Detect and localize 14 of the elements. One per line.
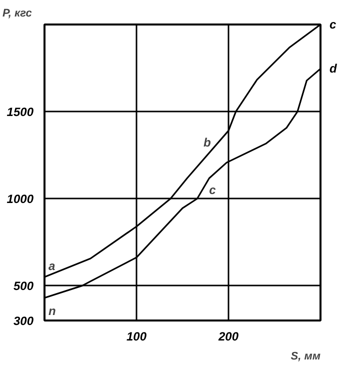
annotation: c: [330, 18, 336, 32]
x-tick-label: 100: [126, 330, 147, 344]
x-axis-title: S, мм: [290, 350, 321, 362]
x-tick-label: 200: [217, 330, 239, 344]
y-axis-title: P, кгс: [2, 8, 32, 20]
annotation: b: [204, 136, 211, 150]
y-tick-label: 300: [13, 314, 34, 328]
annotation: c: [209, 183, 216, 198]
annotation: a: [48, 258, 56, 273]
annotation: d: [330, 62, 338, 76]
annotation: n: [48, 304, 56, 318]
y-tick-label: 1500: [6, 105, 34, 120]
y-tick-label: 500: [13, 279, 34, 294]
y-tick-label: 1000: [6, 192, 34, 206]
